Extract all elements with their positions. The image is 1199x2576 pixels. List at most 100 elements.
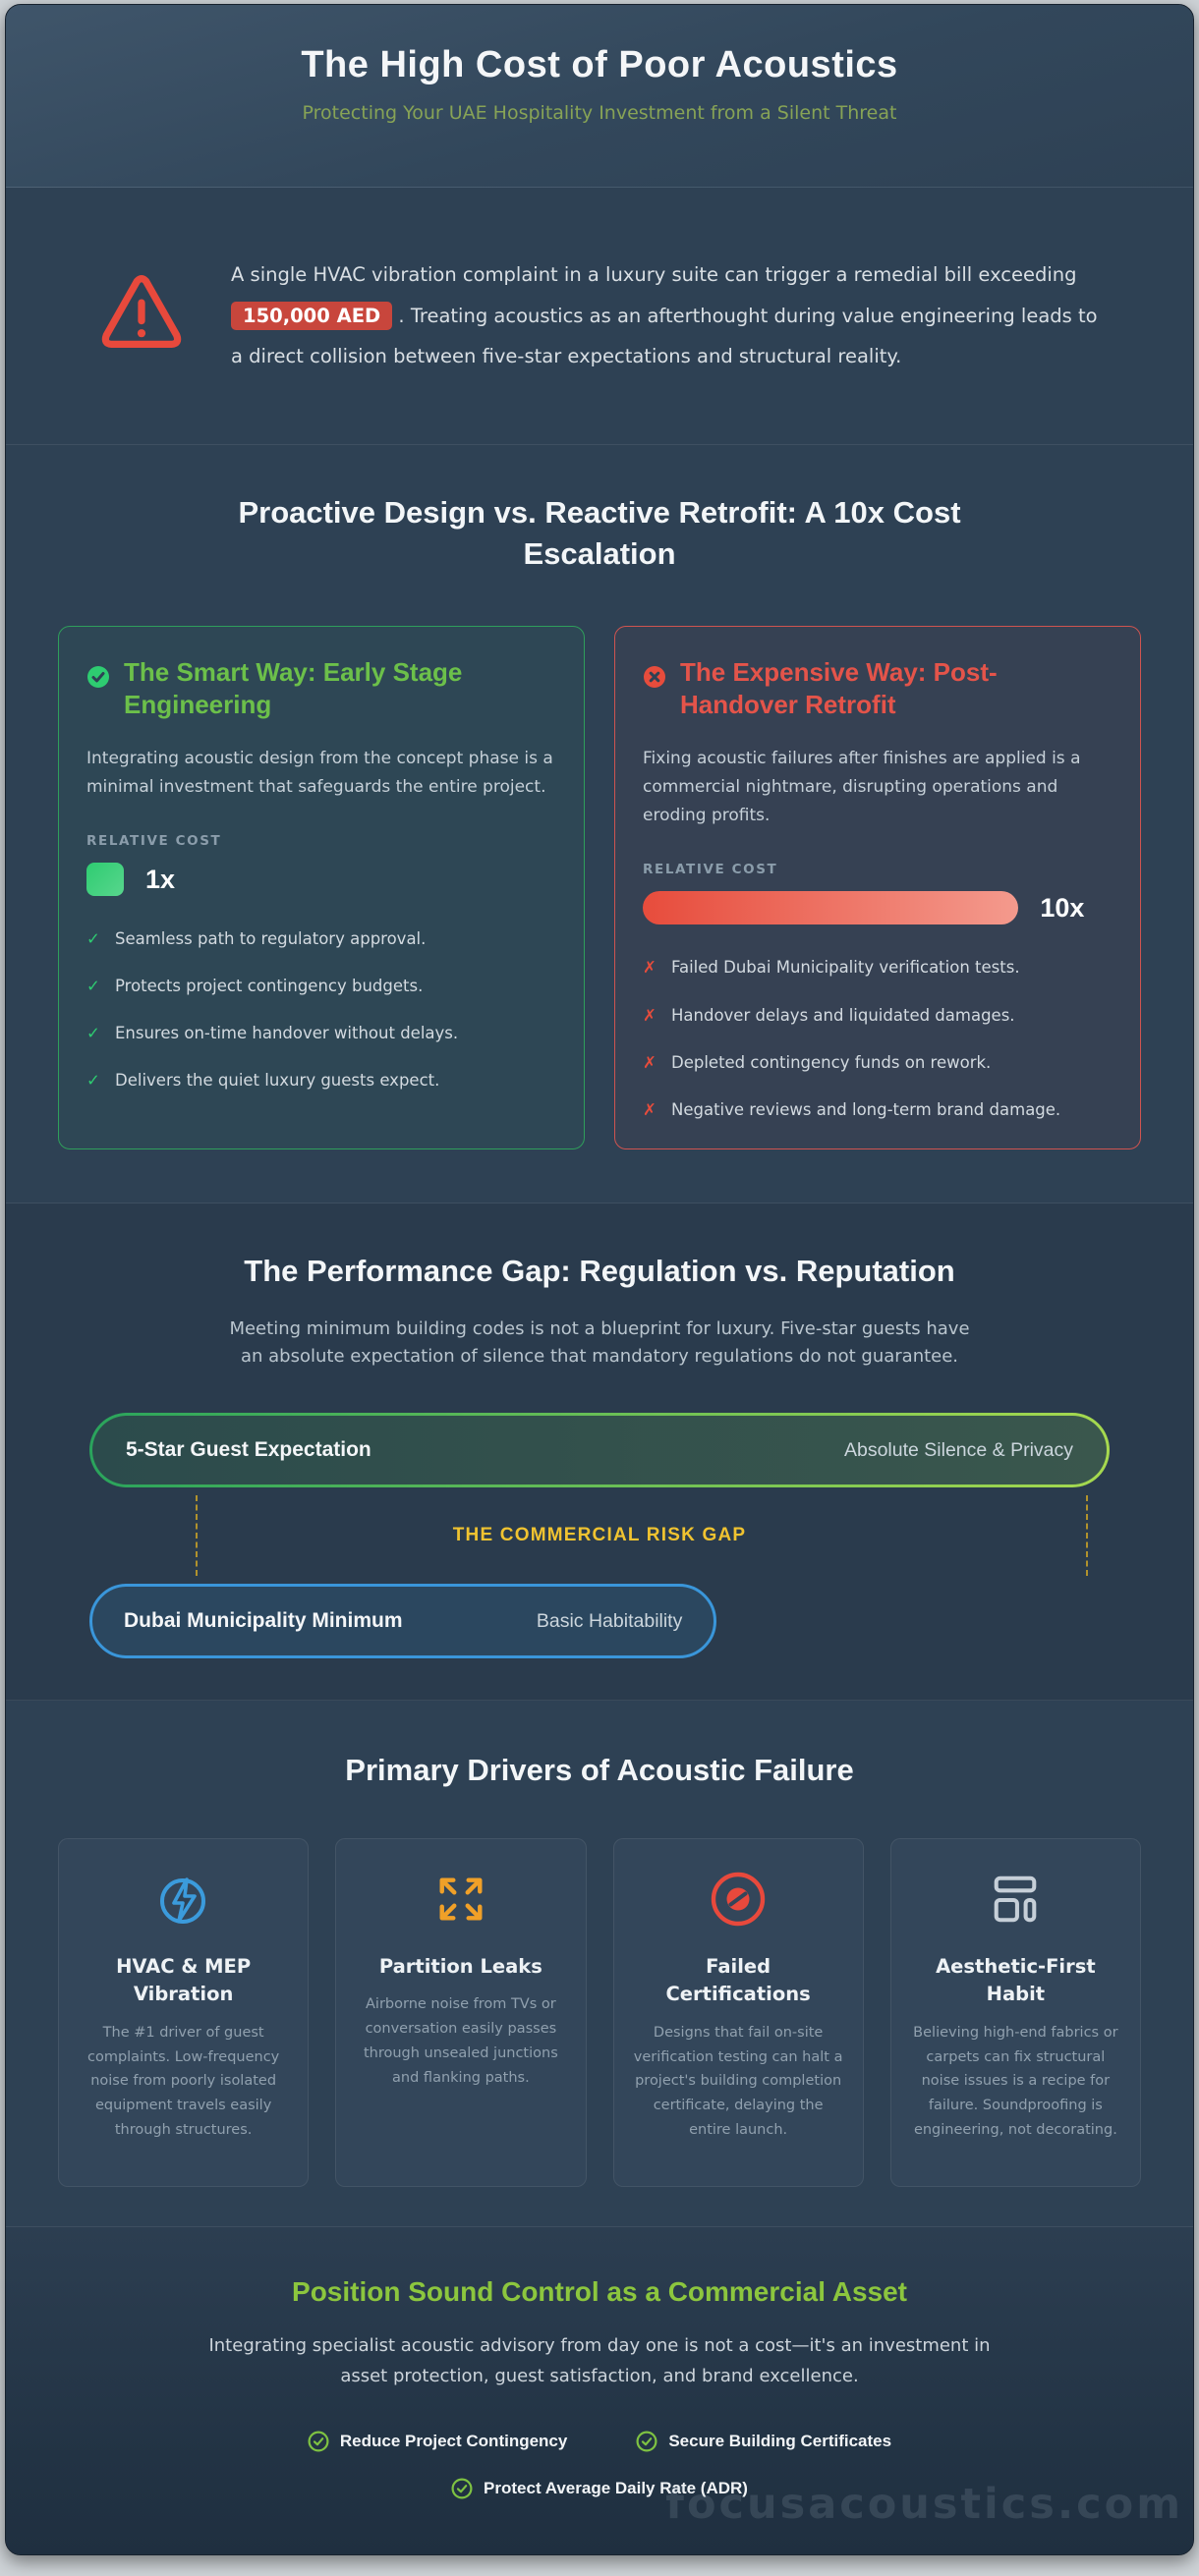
driver-card-certification: Failed Certifications Designs that fail … bbox=[612, 1838, 864, 2188]
smart-way-description: Integrating acoustic design from the con… bbox=[86, 748, 553, 797]
comparison-grid: The Smart Way: Early Stage Engineering I… bbox=[58, 625, 1141, 1149]
smart-way-title: The Smart Way: Early Stage Engineering bbox=[124, 656, 463, 719]
warning-text-before: A single HVAC vibration complaint in a l… bbox=[231, 262, 1077, 286]
cta-badge: Reduce Project Contingency bbox=[308, 2431, 567, 2452]
drivers-section: Primary Drivers of Acoustic Failure HVAC… bbox=[6, 1701, 1193, 2228]
cta-badge-label: Protect Average Daily Rate (ADR) bbox=[484, 2479, 748, 2498]
driver-card-title: Failed Certifications bbox=[665, 1955, 811, 2006]
smart-cost-label: RELATIVE COST bbox=[86, 833, 222, 850]
list-item-text: Handover delays and liquidated damages. bbox=[671, 1005, 1015, 1025]
expensive-way-description: Fixing acoustic failures after finishes … bbox=[643, 748, 1081, 826]
expensive-way-title: The Expensive Way: Post-Handover Retrofi… bbox=[680, 656, 998, 719]
smart-cost-bar bbox=[86, 863, 124, 897]
list-item-text: Ensures on-time handover without delays. bbox=[115, 1024, 459, 1043]
list-item: ✗ Depleted contingency funds on rework. bbox=[643, 1051, 1113, 1074]
list-item-text: Delivers the quiet luxury guests expect. bbox=[115, 1071, 440, 1091]
list-item: ✓ Ensures on-time handover without delays… bbox=[86, 1022, 556, 1044]
smart-cost-value: 1x bbox=[145, 864, 176, 894]
list-item: ✓ Seamless path to regulatory approval. bbox=[86, 927, 556, 950]
expensive-cost-value: 10x bbox=[1040, 892, 1085, 923]
comparison-title: Proactive Design vs. Reactive Retrofit: … bbox=[238, 495, 961, 571]
expectation-bar: 5-Star Guest Expectation Absolute Silenc… bbox=[89, 1413, 1110, 1488]
expectation-bar-label: 5-Star Guest Expectation bbox=[126, 1438, 371, 1462]
expand-arrows-icon bbox=[354, 1869, 567, 1930]
expectation-bar-value: Absolute Silence & Privacy bbox=[843, 1438, 1073, 1461]
smart-benefits-list: ✓ Seamless path to regulatory approval. ✓… bbox=[86, 927, 556, 1092]
gap-title: The Performance Gap: Regulation vs. Repu… bbox=[244, 1253, 955, 1288]
dashed-guide-right bbox=[1086, 1495, 1088, 1577]
drivers-title: Primary Drivers of Acoustic Failure bbox=[345, 1753, 854, 1788]
regulation-bar-label: Dubai Municipality Minimum bbox=[124, 1609, 403, 1633]
expensive-risks-list: ✗ Failed Dubai Municipality verification … bbox=[643, 956, 1113, 1120]
layout-icon bbox=[909, 1869, 1122, 1930]
check-circle-icon bbox=[86, 665, 110, 693]
warning-callout: A single HVAC vibration complaint in a l… bbox=[6, 188, 1193, 445]
check-icon: ✓ bbox=[86, 977, 100, 996]
cta-badge: Protect Average Daily Rate (ADR) bbox=[451, 2478, 748, 2499]
ban-circle-icon bbox=[632, 1869, 845, 1930]
cta-badges-row-2: Protect Average Daily Rate (ADR) bbox=[65, 2478, 1134, 2499]
driver-card-partition: Partition Leaks Airborne noise from TVs … bbox=[335, 1838, 587, 2188]
cta-title: Position Sound Control as a Commercial A… bbox=[292, 2276, 907, 2308]
check-circle-outline-icon bbox=[636, 2431, 657, 2452]
list-item: ✓ Delivers the quiet luxury guests expect… bbox=[86, 1069, 556, 1092]
regulation-bar-value: Basic Habitability bbox=[536, 1609, 683, 1632]
list-item: ✓ Protects project contingency budgets. bbox=[86, 975, 556, 997]
list-item: ✗ Handover delays and liquidated damages. bbox=[643, 1004, 1113, 1027]
cta-description: Integrating specialist acoustic advisory… bbox=[208, 2335, 991, 2386]
driver-card-description: Believing high-end fabrics or carpets ca… bbox=[913, 2024, 1118, 2139]
risk-gap-label: THE COMMERCIAL RISK GAP bbox=[452, 1525, 747, 1546]
check-circle-outline-icon bbox=[308, 2431, 329, 2452]
check-circle-outline-icon bbox=[451, 2478, 473, 2499]
check-icon: ✓ bbox=[86, 929, 100, 949]
page-subtitle: Protecting Your UAE Hospitality Investme… bbox=[302, 102, 897, 124]
alert-triangle-icon bbox=[99, 274, 184, 359]
driver-card-title: HVAC & MEP Vibration bbox=[116, 1955, 252, 2006]
list-item-text: Failed Dubai Municipality verification t… bbox=[671, 958, 1020, 978]
driver-card-description: Airborne noise from TVs or conversation … bbox=[363, 1996, 558, 2087]
warning-text: A single HVAC vibration complaint in a l… bbox=[231, 254, 1100, 378]
expensive-cost-label: RELATIVE COST bbox=[643, 862, 778, 878]
cta-section: Position Sound Control as a Commercial A… bbox=[6, 2227, 1193, 2555]
x-circle-icon bbox=[643, 665, 666, 693]
expensive-cost-row: 10x bbox=[643, 891, 1113, 925]
driver-card-aesthetic: Aesthetic-First Habit Believing high-end… bbox=[889, 1838, 1141, 2188]
list-item: ✗ Failed Dubai Municipality verification … bbox=[643, 956, 1113, 979]
gap-description: Meeting minimum building codes is not a … bbox=[229, 1317, 970, 1368]
cta-badge-label: Secure Building Certificates bbox=[668, 2432, 892, 2451]
driver-card-description: Designs that fail on-site verification t… bbox=[633, 2024, 843, 2139]
expensive-cost-bar bbox=[643, 891, 1019, 925]
zap-circle-icon bbox=[77, 1869, 290, 1930]
list-item: ✗ Negative reviews and long-term brand da… bbox=[643, 1098, 1113, 1121]
list-item-text: Protects project contingency budgets. bbox=[115, 977, 424, 996]
expectation-bar-inner: 5-Star Guest Expectation Absolute Silenc… bbox=[92, 1416, 1107, 1485]
expensive-way-header: The Expensive Way: Post-Handover Retrofi… bbox=[643, 656, 1113, 721]
warning-text-after: . Treating acoustics as an afterthought … bbox=[231, 304, 1098, 368]
x-mark-icon: ✗ bbox=[643, 1099, 657, 1119]
dashed-guide-left bbox=[196, 1495, 198, 1577]
x-mark-icon: ✗ bbox=[643, 1052, 657, 1072]
smart-way-header: The Smart Way: Early Stage Engineering bbox=[86, 656, 556, 721]
list-item-text: Depleted contingency funds on rework. bbox=[671, 1052, 992, 1072]
list-item-text: Negative reviews and long-term brand dam… bbox=[671, 1099, 1061, 1119]
drivers-grid: HVAC & MEP Vibration The #1 driver of gu… bbox=[58, 1838, 1141, 2188]
infographic-poster: The High Cost of Poor Acoustics Protecti… bbox=[5, 4, 1194, 2556]
performance-gap-section: The Performance Gap: Regulation vs. Repu… bbox=[6, 1203, 1193, 1702]
x-mark-icon: ✗ bbox=[643, 958, 657, 978]
driver-card-title: Partition Leaks bbox=[378, 1955, 542, 1979]
hero-section: The High Cost of Poor Acoustics Protecti… bbox=[6, 5, 1193, 188]
cta-badge: Secure Building Certificates bbox=[636, 2431, 891, 2452]
comparison-section: Proactive Design vs. Reactive Retrofit: … bbox=[6, 445, 1193, 1204]
smart-way-card: The Smart Way: Early Stage Engineering I… bbox=[58, 625, 585, 1149]
expensive-way-card: The Expensive Way: Post-Handover Retrofi… bbox=[614, 625, 1141, 1149]
cta-badge-label: Reduce Project Contingency bbox=[339, 2432, 568, 2451]
x-mark-icon: ✗ bbox=[643, 1005, 657, 1025]
cta-badges-row-1: Reduce Project Contingency Secure Buildi… bbox=[65, 2431, 1134, 2452]
driver-card-description: The #1 driver of guest complaints. Low-f… bbox=[86, 2024, 280, 2139]
risk-gap-zone: THE COMMERCIAL RISK GAP bbox=[89, 1487, 1110, 1584]
regulation-bar: Dubai Municipality Minimum Basic Habitab… bbox=[89, 1584, 717, 1659]
check-icon: ✓ bbox=[86, 1024, 100, 1043]
driver-card-hvac: HVAC & MEP Vibration The #1 driver of gu… bbox=[58, 1838, 310, 2188]
check-icon: ✓ bbox=[86, 1071, 100, 1091]
driver-card-title: Aesthetic-First Habit bbox=[936, 1955, 1096, 2006]
